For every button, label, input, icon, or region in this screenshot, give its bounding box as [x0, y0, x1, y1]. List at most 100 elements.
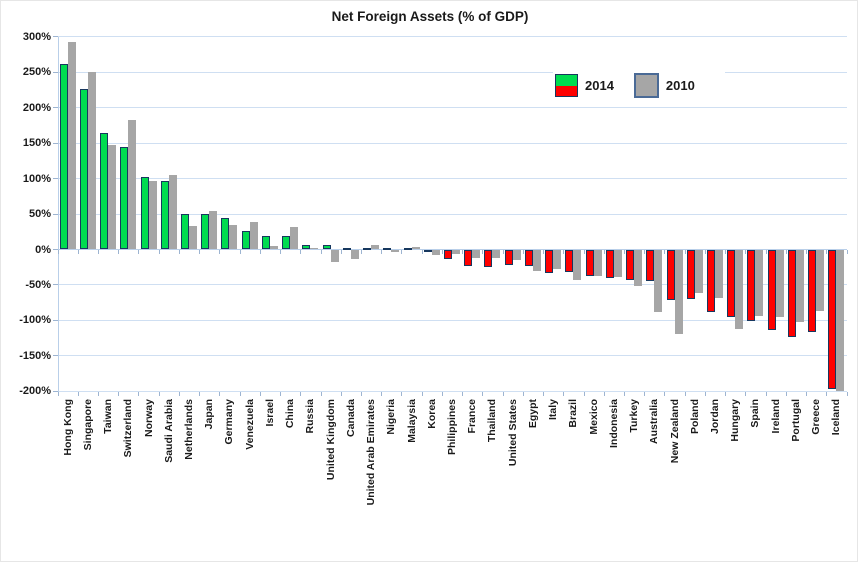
x-tick-bottom-14 [340, 391, 342, 396]
bar-2014-portugal [787, 249, 796, 338]
bar-2014-turkey [626, 249, 635, 280]
gridline-150 [58, 142, 847, 144]
x-tick-zero-27 [603, 249, 605, 254]
y-tick-150 [53, 142, 58, 144]
bar-2014-japan [201, 214, 210, 250]
x-tick-zero-24 [543, 249, 545, 254]
x-tick-zero-31 [684, 249, 686, 254]
y-axis-label-100: 100% [22, 172, 51, 185]
bar-2014-nigeria [383, 248, 392, 251]
gridline--200 [58, 390, 847, 392]
bar-2010-united-arab-emirates [371, 245, 380, 250]
bar-2010-poland [694, 249, 703, 294]
bar-2014-philippines [444, 249, 452, 259]
bar-2014-united-states [504, 249, 513, 266]
x-label-italy: Italy [547, 398, 560, 420]
x-label-norway: Norway [142, 398, 155, 437]
bar-2010-thailand [492, 249, 501, 258]
bar-2014-iceland [828, 249, 837, 390]
x-tick-zero-34 [745, 249, 747, 254]
bar-2010-netherlands [189, 226, 197, 250]
x-label-netherlands: Netherlands [183, 398, 195, 460]
x-label-china: China [284, 398, 297, 428]
y-tick-50 [53, 213, 58, 215]
x-tick-zero-4 [138, 249, 140, 254]
y-axis-label-200: 200% [22, 101, 51, 114]
x-tick-bottom-7 [199, 391, 201, 396]
y-axis-label-150: 150% [22, 137, 51, 150]
x-tick-zero-23 [522, 249, 524, 254]
x-tick-zero-10 [259, 249, 261, 254]
bar-2014-greece [808, 249, 817, 333]
bar-2014-mexico [585, 249, 594, 277]
x-tick-zero-2 [97, 249, 99, 254]
x-tick-bottom-6 [178, 391, 180, 396]
legend-swatch-2010 [633, 73, 659, 98]
bar-2010-france [472, 249, 481, 258]
bar-2010-greece [816, 249, 825, 312]
x-tick-zero-0 [57, 249, 59, 254]
bar-2014-norway [140, 177, 149, 250]
x-tick-bottom-37 [806, 391, 808, 396]
x-tick-bottom-23 [522, 391, 524, 396]
x-tick-zero-25 [563, 249, 565, 254]
x-tick-zero-29 [644, 249, 646, 254]
bar-2010-korea [431, 249, 440, 256]
x-tick-bottom-32 [704, 391, 706, 396]
x-tick-zero-38 [826, 249, 828, 254]
x-tick-zero-3 [118, 249, 120, 254]
x-tick-bottom-4 [138, 391, 140, 396]
x-label-indonesia: Indonesia [607, 398, 620, 448]
y-axis-line [58, 37, 59, 396]
x-label-switzerland: Switzerland [122, 398, 135, 457]
x-label-iceland: Iceland [830, 398, 843, 435]
y-axis-label--150: -150% [19, 349, 51, 362]
bar-2010-taiwan [108, 144, 117, 250]
legend-label-2014: 2014 [585, 78, 614, 93]
x-tick-bottom-20 [462, 391, 464, 396]
gridline-50 [58, 213, 847, 215]
x-tick-bottom-18 [421, 391, 423, 396]
x-label-venezuela: Venezuela [243, 398, 256, 450]
gridline-200 [58, 107, 847, 109]
x-tick-zero-26 [583, 249, 585, 254]
gridline--150 [58, 355, 847, 357]
x-label-singapore: Singapore [81, 398, 94, 450]
x-tick-zero-8 [219, 249, 221, 254]
y-tick-300 [53, 36, 58, 38]
x-tick-zero-7 [199, 249, 201, 254]
y-tick--150 [53, 355, 58, 357]
x-tick-bottom-17 [401, 391, 403, 396]
x-label-philippines: Philippines [446, 398, 458, 455]
x-label-brazil: Brazil [567, 398, 580, 428]
x-label-poland: Poland [688, 398, 701, 434]
y-tick-200 [53, 107, 58, 109]
chart-title: Net Foreign Assets (% of GDP) [331, 9, 529, 24]
legend-item-2010: 2010 [633, 73, 695, 98]
chart-legend: 2014 2010 [553, 71, 725, 100]
bar-2014-poland [686, 249, 695, 300]
bar-2014-canada [342, 248, 351, 251]
x-tick-zero-6 [178, 249, 180, 254]
x-tick-bottom-26 [583, 391, 585, 396]
x-label-spain: Spain [749, 398, 762, 428]
x-tick-zero-5 [158, 249, 160, 254]
bar-2010-spain [755, 249, 764, 317]
x-tick-bottom-9 [239, 391, 241, 396]
x-label-israel: Israel [263, 398, 276, 426]
x-label-australia: Australia [648, 398, 661, 444]
bar-2014-venezuela [241, 231, 250, 250]
x-tick-bottom-2 [97, 391, 99, 396]
bar-2014-italy [545, 249, 554, 273]
bar-2014-netherlands [181, 214, 189, 250]
bar-2014-taiwan [100, 132, 109, 250]
bar-2014-hungary [727, 249, 736, 317]
x-tick-bottom-24 [543, 391, 545, 396]
x-tick-zero-19 [441, 249, 443, 254]
bar-2014-switzerland [120, 146, 129, 250]
bar-2010-australia [654, 249, 663, 312]
bar-2014-brazil [565, 249, 574, 273]
x-tick-bottom-5 [158, 391, 160, 396]
y-axis-label-0: 0% [35, 243, 51, 256]
